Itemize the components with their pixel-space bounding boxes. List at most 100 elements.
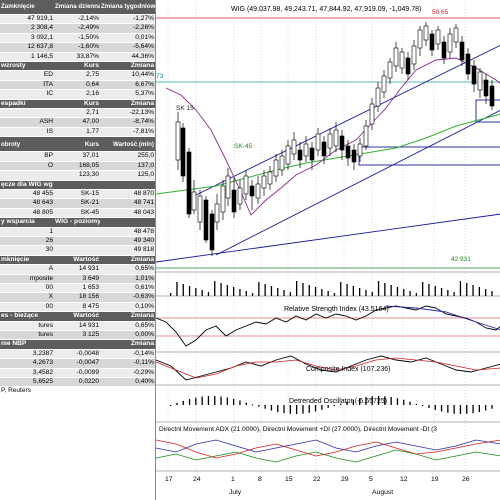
- detrended-bar: [472, 405, 474, 414]
- table-row: 123,30 125,0: [0, 170, 155, 181]
- column-header: Zmiana: [100, 62, 155, 72]
- table-cell: 33,87%: [54, 52, 100, 63]
- table-row: 26 49 340: [0, 236, 155, 247]
- table-cell: 0,00%: [100, 330, 155, 341]
- date-tick-label: 24: [193, 476, 201, 483]
- candle-body: [399, 51, 405, 69]
- table-cell: -7,81%: [100, 127, 155, 138]
- column-header: Zmiana: [100, 312, 155, 322]
- candle-body: [333, 129, 339, 147]
- volume-bar: [491, 291, 493, 296]
- column-header: Kurs: [54, 62, 100, 72]
- table-cell: mposite: [0, 274, 54, 284]
- volume-bar: [359, 288, 361, 296]
- month-label: July: [229, 489, 242, 496]
- volume-bar: [195, 288, 197, 296]
- dmi-adx: [156, 439, 500, 453]
- table-header: ęcze dla WIG wg cen zamknięcia: [0, 180, 155, 190]
- detrended-bar: [195, 397, 197, 405]
- table-futures: es - bieżące Wartość Zmiana tures 14 931 0,65…: [0, 312, 155, 341]
- volume-bar: [428, 284, 430, 296]
- table-cell: BP: [0, 151, 54, 162]
- column-header: es - bieżące: [0, 312, 54, 322]
- table-row: 3 092,1 -1,50% 0,01%: [0, 33, 155, 44]
- table-cell: 37,01: [54, 151, 100, 162]
- detrended-bar: [283, 405, 285, 414]
- sma45-line: [156, 113, 500, 195]
- table-cell: 48 455: [0, 189, 54, 200]
- detrended-bar: [340, 403, 342, 405]
- table-row: 48 643 SK-21 48 741: [0, 198, 155, 209]
- table-header: obroty Kurs Wartość (mln): [0, 137, 155, 153]
- candle-body: [411, 45, 417, 65]
- detrended-bar: [478, 405, 480, 413]
- detrended-bar: [239, 400, 241, 405]
- trend-line: [156, 213, 500, 263]
- column-header: Kurs: [54, 99, 100, 110]
- detrended-bar: [491, 405, 493, 409]
- table-cell: 3,2387: [0, 349, 54, 360]
- trend-line: [195, 44, 500, 196]
- table-cell: -0,29%: [100, 368, 155, 379]
- volume-bar: [472, 285, 474, 296]
- candle-body: [339, 135, 345, 151]
- table-cell: -0,0099: [54, 368, 100, 379]
- candle-body: [180, 127, 186, 177]
- detrended-bar: [352, 399, 354, 405]
- volume-bar: [396, 287, 399, 296]
- column-header: Wartość: [54, 255, 100, 266]
- table-cell: 3 649: [54, 274, 100, 284]
- candle-body: [477, 71, 483, 91]
- table-row: 48 805 SK-45 48 043: [0, 208, 155, 219]
- table-cell: -2,49%: [54, 23, 100, 34]
- table-cell: 8 475: [54, 302, 100, 313]
- label-73: 73: [156, 73, 164, 80]
- candle-body: [489, 85, 495, 107]
- detrended-bar: [415, 403, 417, 405]
- table-row: 30 49 818: [0, 245, 155, 256]
- candle-body: [197, 195, 203, 223]
- table-cell: 48 478: [100, 227, 155, 237]
- date-tick-label: 15: [285, 476, 293, 483]
- table-cell: 00: [0, 283, 54, 294]
- table-cell: ED: [0, 70, 54, 81]
- table-cell: 1,77: [54, 127, 100, 138]
- table-cell: 49 340: [100, 236, 155, 247]
- table-cell: SK-15: [54, 189, 100, 200]
- table-fx: nie NBP Zmiana 3,2387 -0,0048 -0,14% 4,2673 -0…: [0, 340, 155, 388]
- detrended-bar: [359, 398, 361, 405]
- candle-body: [369, 103, 375, 125]
- table-cell: 0,61%: [100, 283, 155, 294]
- table-cell: -1,50%: [54, 33, 100, 44]
- dmi-minus: [156, 439, 500, 459]
- table-cell: 5,37%: [100, 89, 155, 100]
- candle-body: [203, 199, 209, 241]
- volume-bar: [422, 282, 424, 296]
- table-cell: 1: [0, 227, 54, 237]
- date-tick-label: 26: [462, 476, 470, 483]
- candle-body: [417, 29, 423, 49]
- table-cell: 123,30: [54, 170, 100, 181]
- table-cell: 48 741: [100, 198, 155, 209]
- candle-body: [321, 141, 327, 157]
- candle-body: [225, 175, 231, 199]
- table-cell: 1 146,5: [0, 52, 54, 63]
- table-row: tures 14 931 0,65%: [0, 321, 155, 332]
- detrended-bar: [201, 396, 203, 405]
- volume-bar: [296, 281, 298, 296]
- table-row: O 168,05 137,0: [0, 161, 155, 172]
- table-row: 1 48 478: [0, 227, 155, 237]
- table-row: 12 637,8 -1,60% -5,64%: [0, 42, 155, 53]
- table-cell: 6,67%: [100, 80, 155, 91]
- candle-body: [214, 203, 220, 223]
- detrended-bar: [396, 398, 399, 405]
- candle-body: [303, 143, 309, 157]
- table-cell: X: [0, 292, 54, 303]
- volume-bar: [226, 285, 228, 296]
- detrended-bar: [289, 405, 291, 414]
- table-cell: IC: [0, 89, 54, 100]
- quotes-panel: Zamknięcie Zmiana dzienna Zmiana tygodniow…: [0, 0, 155, 500]
- table-row: 4,2673 -0,0047 -0,11%: [0, 358, 155, 369]
- composite-title: Composite Index (107.236): [306, 366, 390, 373]
